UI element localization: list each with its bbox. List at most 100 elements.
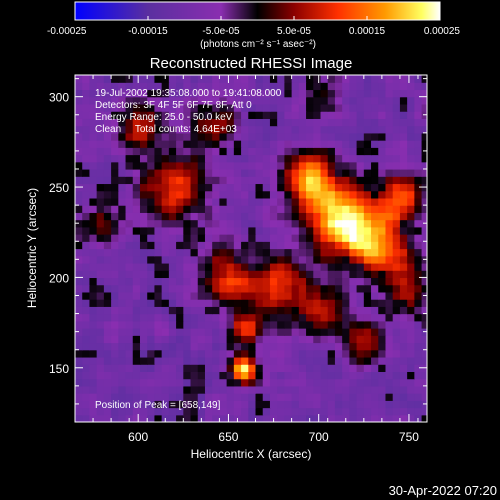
heatmap-cell bbox=[334, 190, 343, 199]
heatmap-cell bbox=[96, 335, 105, 344]
heatmap-cell bbox=[82, 176, 91, 185]
heatmap-cell bbox=[371, 349, 379, 358]
heatmap-cell bbox=[421, 371, 427, 380]
heatmap-cell bbox=[262, 262, 271, 271]
heatmap-cell bbox=[96, 176, 105, 185]
heatmap-cell bbox=[342, 378, 350, 387]
heatmap-cell bbox=[385, 103, 394, 112]
heatmap-cell bbox=[190, 190, 199, 199]
heatmap-cell bbox=[385, 140, 394, 148]
heatmap-cell bbox=[356, 183, 365, 192]
heatmap-cell bbox=[147, 320, 156, 329]
heatmap-cell bbox=[385, 176, 394, 185]
heatmap-cell bbox=[385, 147, 394, 156]
heatmap-cell bbox=[154, 385, 163, 394]
heatmap-cell bbox=[385, 356, 394, 365]
heatmap-cell bbox=[176, 356, 184, 365]
heatmap-cell bbox=[320, 393, 329, 401]
heatmap-cell bbox=[378, 255, 387, 264]
heatmap-cell bbox=[241, 328, 249, 336]
heatmap-cell bbox=[392, 118, 401, 127]
heatmap-cell bbox=[255, 378, 264, 387]
heatmap-cell bbox=[320, 234, 329, 242]
heatmap-cell bbox=[356, 161, 365, 170]
heatmap-cell bbox=[183, 320, 192, 329]
heatmap-cell bbox=[139, 248, 148, 257]
heatmap-cell bbox=[248, 132, 257, 141]
heatmap-cell bbox=[226, 255, 235, 264]
heatmap-cell bbox=[197, 183, 206, 192]
heatmap-cell bbox=[197, 277, 206, 286]
heatmap-cell bbox=[342, 118, 350, 127]
heatmap-cell bbox=[147, 103, 156, 112]
heatmap-cell bbox=[327, 255, 336, 264]
heatmap-cell bbox=[82, 407, 91, 416]
heatmap-cell bbox=[356, 125, 365, 134]
heatmap-cell bbox=[327, 161, 336, 170]
heatmap-cell bbox=[277, 226, 285, 235]
heatmap-cell bbox=[89, 306, 98, 315]
heatmap-cell bbox=[118, 393, 127, 401]
heatmap-cell bbox=[103, 176, 112, 185]
heatmap-cell bbox=[356, 219, 365, 228]
heatmap-cell bbox=[414, 241, 423, 250]
heatmap-cell bbox=[183, 82, 192, 91]
heatmap-cell bbox=[219, 414, 228, 422]
heatmap-cell bbox=[371, 89, 379, 98]
heatmap-cell bbox=[327, 299, 336, 307]
heatmap-cell bbox=[421, 161, 427, 170]
heatmap-cell bbox=[313, 75, 322, 83]
heatmap-cell bbox=[284, 205, 293, 213]
heatmap-cell bbox=[320, 255, 329, 264]
heatmap-cell bbox=[320, 118, 329, 127]
heatmap-cell bbox=[407, 393, 415, 401]
heatmap-cell bbox=[219, 125, 228, 134]
heatmap-cell bbox=[349, 335, 358, 344]
heatmap-cell bbox=[385, 248, 394, 257]
heatmap-cell bbox=[248, 118, 257, 127]
heatmap-cell bbox=[407, 176, 415, 185]
heatmap-cell bbox=[96, 125, 105, 134]
heatmap-cell bbox=[371, 320, 379, 329]
heatmap-cell bbox=[147, 356, 156, 365]
heatmap-cell bbox=[132, 241, 141, 250]
heatmap-cell bbox=[320, 284, 329, 293]
heatmap-cell bbox=[118, 103, 127, 112]
heatmap-cell bbox=[226, 241, 235, 250]
heatmap-cell bbox=[371, 132, 379, 141]
heatmap-cell bbox=[82, 393, 91, 401]
heatmap-cell bbox=[342, 140, 350, 148]
heatmap-cell bbox=[183, 234, 192, 242]
heatmap-cell bbox=[147, 270, 156, 279]
heatmap-cell bbox=[82, 284, 91, 293]
heatmap-cell bbox=[154, 248, 163, 257]
heatmap-cell bbox=[399, 328, 408, 336]
heatmap-cell bbox=[284, 96, 293, 105]
heatmap-cell bbox=[168, 125, 177, 134]
heatmap-cell bbox=[118, 118, 127, 127]
heatmap-cell bbox=[176, 277, 184, 286]
heatmap-cell bbox=[371, 342, 379, 351]
heatmap-cell bbox=[284, 320, 293, 329]
heatmap-cell bbox=[190, 212, 199, 221]
heatmap-cell bbox=[75, 284, 83, 293]
heatmap-cell bbox=[197, 371, 206, 380]
heatmap-cell bbox=[154, 364, 163, 372]
heatmap-cell bbox=[313, 176, 322, 185]
heatmap-cell bbox=[204, 262, 213, 271]
heatmap-cell bbox=[327, 234, 336, 242]
heatmap-cell bbox=[219, 364, 228, 372]
heatmap-cell bbox=[111, 342, 119, 351]
heatmap-cell bbox=[161, 226, 170, 235]
heatmap-cell bbox=[291, 320, 300, 329]
heatmap-cell bbox=[154, 103, 163, 112]
heatmap-cell bbox=[103, 328, 112, 336]
heatmap-cell bbox=[284, 82, 293, 91]
heatmap-cell bbox=[320, 132, 329, 141]
heatmap-cell bbox=[248, 103, 257, 112]
heatmap-cell bbox=[298, 291, 307, 300]
heatmap-cell bbox=[96, 147, 105, 156]
heatmap-cell bbox=[226, 277, 235, 286]
heatmap-cell bbox=[385, 378, 394, 387]
heatmap-cell bbox=[356, 349, 365, 358]
